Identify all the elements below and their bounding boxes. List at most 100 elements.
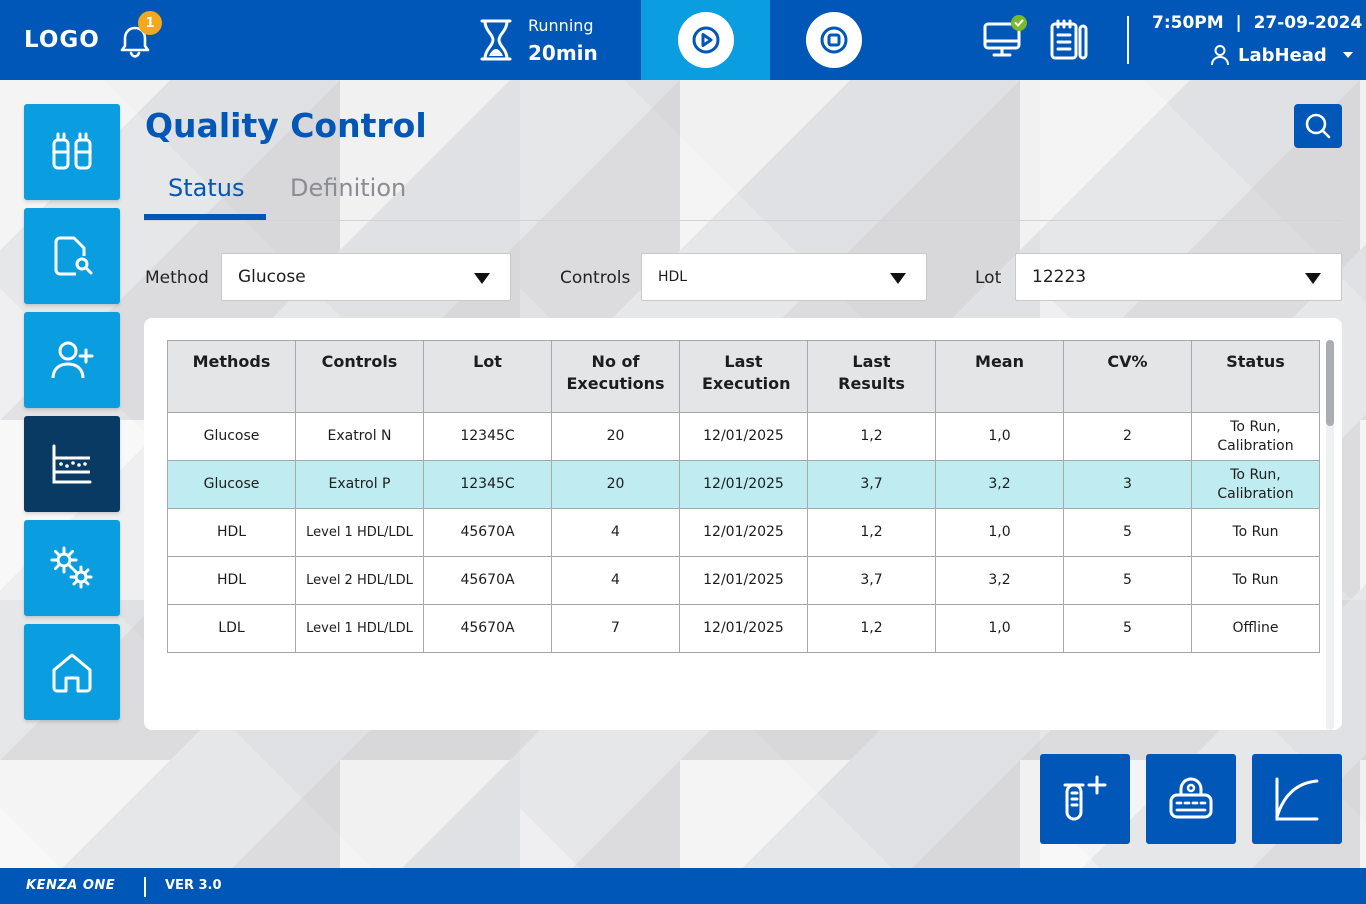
- table-cell: HDL: [167, 508, 296, 557]
- results-panel: Methods Controls Lot No of Executions La…: [144, 318, 1342, 730]
- page-title: Quality Control: [145, 106, 427, 145]
- tab-definition[interactable]: Definition: [290, 174, 407, 202]
- tab-status[interactable]: Status: [168, 174, 245, 202]
- top-bar: LOGO 1 Running 20min: [0, 0, 1366, 80]
- date-separator: |: [1235, 13, 1242, 33]
- search-icon: [1305, 113, 1331, 139]
- footer-divider: [144, 877, 146, 897]
- tab-bar: Status Definition: [144, 168, 1342, 221]
- sidebar-item-home[interactable]: [24, 624, 120, 720]
- header-divider: [1127, 16, 1129, 64]
- footer: KENZA ONE VER 3.0: [0, 868, 1366, 904]
- scrollbar-track[interactable]: [1326, 340, 1334, 730]
- run-time-value: 20min: [528, 41, 598, 65]
- method-label: Method: [145, 268, 209, 288]
- analyzer-icon: [1169, 777, 1213, 819]
- home-icon: [52, 653, 92, 693]
- instrument-monitor-icon[interactable]: [982, 14, 1030, 62]
- table-cell: 12/01/2025: [679, 508, 808, 557]
- table-cell: 12345C: [423, 460, 552, 509]
- table-cell: 5: [1063, 556, 1192, 605]
- table-row[interactable]: LDL Level 1 HDL/LDL 45670A 7 12/01/2025 …: [167, 604, 1320, 653]
- play-button[interactable]: [677, 12, 734, 68]
- run-qc-button[interactable]: [1146, 754, 1236, 844]
- table-cell: 7: [551, 604, 680, 653]
- notification-count-badge: 1: [138, 11, 162, 35]
- logo: LOGO: [24, 27, 100, 53]
- table-cell: 12/01/2025: [679, 460, 808, 509]
- column-header[interactable]: Controls: [295, 340, 424, 413]
- table-cell: 12/01/2025: [679, 604, 808, 653]
- dropdown-arrow-icon: [890, 273, 906, 284]
- sidebar-item-samples[interactable]: [24, 104, 120, 200]
- add-control-button[interactable]: [1040, 754, 1130, 844]
- table-cell: 3,2: [935, 556, 1064, 605]
- table-header-row: Methods Controls Lot No of Executions La…: [167, 340, 1320, 413]
- time-value: 7:50PM: [1152, 13, 1224, 33]
- column-header[interactable]: Last Results: [807, 340, 936, 413]
- table-cell: 1,0: [935, 508, 1064, 557]
- sidebar-item-settings[interactable]: [24, 520, 120, 616]
- levey-jennings-chart-button[interactable]: [1252, 754, 1342, 844]
- table-cell: Level 2 HDL/LDL: [295, 556, 424, 605]
- table-cell: 1,0: [935, 412, 1064, 461]
- chevron-down-icon: [1342, 52, 1353, 58]
- table-cell: HDL: [167, 556, 296, 605]
- stop-button-area: [770, 0, 898, 80]
- search-button[interactable]: [1294, 104, 1342, 148]
- user-icon: [1211, 45, 1229, 66]
- lot-select[interactable]: 12223: [1015, 253, 1342, 301]
- table-cell: Glucose: [167, 460, 296, 509]
- table-cell: 5: [1063, 604, 1192, 653]
- stop-icon: [820, 26, 848, 54]
- column-header[interactable]: Lot: [423, 340, 552, 413]
- method-select[interactable]: Glucose: [221, 253, 511, 301]
- reagent-rack-icon[interactable]: [1048, 18, 1090, 62]
- table-cell: 3,7: [807, 556, 936, 605]
- table-cell: 1,2: [807, 508, 936, 557]
- brand-name: KENZA ONE: [26, 878, 116, 893]
- table-cell: Glucose: [167, 412, 296, 461]
- column-header[interactable]: Last Execution: [679, 340, 808, 413]
- scrollbar-thumb[interactable]: [1326, 340, 1334, 426]
- dropdown-arrow-icon: [474, 273, 490, 284]
- column-header[interactable]: CV%: [1063, 340, 1192, 413]
- active-tab-indicator: [144, 214, 266, 220]
- settings-gears-icon: [50, 546, 93, 589]
- lot-label: Lot: [975, 268, 1002, 288]
- table-cell: 2: [1063, 412, 1192, 461]
- table-row[interactable]: HDL Level 2 HDL/LDL 45670A 4 12/01/2025 …: [167, 556, 1320, 605]
- controls-select[interactable]: HDL: [641, 253, 927, 301]
- method-select-value: Glucose: [238, 267, 306, 287]
- user-menu[interactable]: LabHead: [1210, 44, 1355, 66]
- column-header[interactable]: Methods: [167, 340, 296, 413]
- table-cell: 12/01/2025: [679, 412, 808, 461]
- table-cell: Exatrol N: [295, 412, 424, 461]
- sample-tubes-icon: [52, 132, 92, 170]
- version-label: VER 3.0: [165, 878, 222, 893]
- column-header[interactable]: No of Executions: [551, 340, 680, 413]
- table-cell: To Run: [1191, 556, 1320, 605]
- table-cell: 3: [1063, 460, 1192, 509]
- table-cell: Exatrol P: [295, 460, 424, 509]
- column-header[interactable]: Mean: [935, 340, 1064, 413]
- date-value: 27-09-2024: [1253, 13, 1363, 33]
- table-cell: Offline: [1191, 604, 1320, 653]
- sidebar-item-users[interactable]: [24, 312, 120, 408]
- lot-select-value: 12223: [1032, 267, 1087, 287]
- stop-button[interactable]: [806, 12, 862, 68]
- column-header[interactable]: Status: [1191, 340, 1320, 413]
- table-cell: 1,2: [807, 604, 936, 653]
- qc-status-table: Methods Controls Lot No of Executions La…: [167, 340, 1320, 653]
- add-tube-icon: [1063, 775, 1107, 821]
- sidebar-item-reports[interactable]: [24, 208, 120, 304]
- sidebar-item-quality-control[interactable]: [24, 416, 120, 512]
- table-row[interactable]: HDL Level 1 HDL/LDL 45670A 4 12/01/2025 …: [167, 508, 1320, 557]
- table-cell: LDL: [167, 604, 296, 653]
- dropdown-arrow-icon: [1305, 273, 1321, 284]
- report-search-icon: [54, 236, 93, 276]
- table-row-selected[interactable]: Glucose Exatrol P 12345C 20 12/01/2025 3…: [167, 460, 1320, 509]
- table-cell: 1,0: [935, 604, 1064, 653]
- table-row[interactable]: Glucose Exatrol N 12345C 20 12/01/2025 1…: [167, 412, 1320, 461]
- table-cell: 1,2: [807, 412, 936, 461]
